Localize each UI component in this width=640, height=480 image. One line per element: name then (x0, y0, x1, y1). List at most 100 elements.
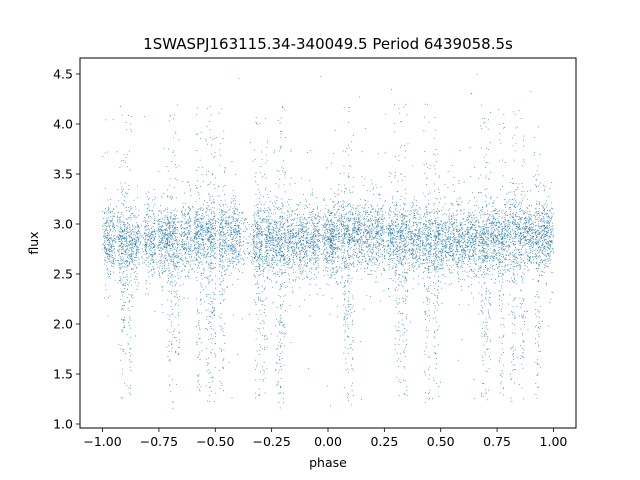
data-point (397, 225, 399, 227)
data-point (376, 228, 378, 230)
data-point (417, 259, 419, 260)
data-point (442, 251, 444, 253)
data-point (111, 254, 113, 256)
data-point (106, 249, 108, 251)
data-point (222, 231, 224, 233)
data-point (317, 245, 319, 246)
data-point (108, 222, 110, 224)
data-point (382, 219, 384, 220)
data-point (189, 229, 190, 231)
data-point (283, 249, 285, 250)
data-point (260, 297, 262, 299)
data-point (172, 229, 174, 230)
data-point (392, 233, 394, 235)
data-point (232, 212, 234, 214)
data-point (148, 191, 149, 193)
data-point (239, 212, 240, 214)
data-point (235, 237, 237, 238)
data-point (162, 238, 163, 240)
data-point (123, 235, 125, 237)
data-point (315, 259, 317, 261)
data-point (381, 262, 383, 264)
data-point (457, 245, 459, 246)
data-point (312, 213, 314, 215)
data-point (357, 234, 359, 236)
data-point (376, 187, 378, 188)
data-point (332, 212, 334, 213)
data-point (358, 217, 360, 218)
data-point (430, 246, 432, 248)
data-point (363, 233, 365, 235)
data-point (328, 211, 329, 213)
data-point (391, 267, 393, 269)
data-point (427, 267, 429, 269)
data-point (293, 243, 295, 245)
data-point (325, 224, 327, 226)
data-point (341, 262, 343, 264)
data-point (233, 266, 234, 268)
data-point (221, 252, 223, 253)
data-point (327, 211, 329, 213)
data-point (107, 256, 108, 257)
data-point (331, 228, 333, 230)
data-point (118, 236, 120, 238)
data-point (105, 253, 106, 254)
data-point (279, 252, 281, 253)
data-point (134, 243, 136, 245)
data-point (411, 202, 413, 203)
data-point (303, 213, 304, 215)
data-point (153, 189, 155, 191)
data-point (195, 233, 197, 235)
data-point (208, 219, 210, 220)
data-point (237, 218, 239, 219)
data-point (127, 232, 129, 233)
data-point (364, 236, 366, 238)
data-point (260, 225, 262, 227)
data-point (176, 239, 178, 241)
data-point (465, 257, 467, 259)
data-point (288, 262, 290, 264)
data-point (313, 242, 315, 244)
data-point (430, 228, 432, 229)
data-point (408, 226, 410, 228)
data-point (200, 226, 202, 228)
data-point (343, 220, 344, 222)
data-point (187, 247, 189, 249)
data-point (295, 252, 297, 254)
data-point (135, 240, 137, 242)
data-point (305, 231, 307, 233)
data-point (360, 236, 362, 237)
data-point (298, 232, 300, 234)
data-point (137, 236, 139, 237)
data-point (203, 228, 205, 230)
data-point (209, 228, 211, 229)
data-point (415, 242, 417, 244)
data-point (284, 258, 286, 260)
data-point (302, 236, 304, 238)
data-point (288, 240, 290, 242)
data-point (348, 239, 349, 240)
data-point (349, 219, 351, 221)
data-point (328, 237, 329, 239)
data-point (175, 236, 177, 238)
data-point (349, 254, 351, 256)
data-point (199, 225, 201, 227)
data-point (405, 215, 407, 217)
data-point (164, 234, 166, 236)
data-point (228, 216, 230, 218)
data-point (442, 260, 444, 262)
data-point (413, 271, 415, 273)
data-point (187, 219, 189, 221)
data-point (294, 250, 296, 251)
data-point (159, 242, 161, 244)
data-point (289, 183, 291, 185)
data-point (343, 216, 345, 218)
data-point (403, 222, 405, 224)
data-point (259, 221, 261, 223)
data-point (332, 263, 334, 264)
data-point (387, 235, 389, 237)
data-point (314, 234, 316, 236)
data-point (288, 245, 289, 247)
data-point (456, 231, 457, 232)
data-point (237, 231, 238, 233)
